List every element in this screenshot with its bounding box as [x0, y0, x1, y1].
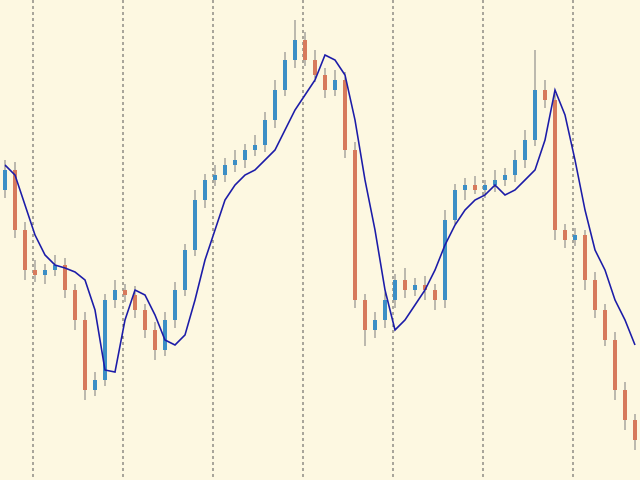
candle-body	[473, 185, 477, 190]
candle-body	[523, 140, 527, 160]
candle-body	[353, 150, 357, 300]
candle-body	[513, 160, 517, 175]
candle-body	[503, 175, 507, 180]
candle-body	[553, 100, 557, 230]
candle-body	[13, 170, 17, 230]
candle-body	[233, 160, 237, 165]
candle-body	[53, 265, 57, 270]
candle-body	[543, 90, 547, 100]
candle-body	[213, 175, 217, 180]
candle-body	[143, 310, 147, 330]
candle-body	[153, 330, 157, 350]
candle-body	[563, 230, 567, 240]
candle-body	[283, 60, 287, 90]
candle-body	[293, 40, 297, 60]
candle-body	[223, 165, 227, 175]
candle-body	[603, 310, 607, 340]
candle-body	[243, 150, 247, 160]
candle-body	[123, 290, 127, 295]
candle-body	[393, 280, 397, 300]
candle-body	[443, 220, 447, 300]
candle-body	[303, 40, 307, 60]
candle-body	[453, 190, 457, 220]
candle-body	[463, 185, 467, 190]
candle-body	[263, 120, 267, 145]
candle-body	[333, 80, 337, 90]
candle-body	[253, 145, 257, 150]
candle-body	[23, 230, 27, 270]
candle-body	[133, 295, 137, 310]
moving-average-line	[4, 53, 636, 373]
candle-body	[343, 80, 347, 150]
candle-body	[413, 285, 417, 290]
candle-body	[493, 180, 497, 185]
candle-body	[163, 320, 167, 350]
candle-body	[33, 270, 37, 275]
candle-body	[43, 270, 47, 275]
candle-body	[73, 290, 77, 320]
candle-body	[323, 75, 327, 90]
candle-body	[573, 235, 577, 240]
candle-body	[173, 290, 177, 320]
candle-body	[193, 200, 197, 250]
candle-body	[613, 340, 617, 390]
candle-body	[113, 290, 117, 300]
candle-body	[103, 300, 107, 380]
candle-body	[433, 290, 437, 300]
separators	[32, 0, 574, 480]
candle-body	[203, 180, 207, 200]
candle-body	[383, 300, 387, 320]
candle-body	[93, 380, 97, 390]
candle-body	[83, 320, 87, 390]
candle-body	[183, 250, 187, 290]
candle-body	[373, 320, 377, 330]
candle-body	[593, 280, 597, 310]
candle-body	[423, 285, 427, 290]
candle-body	[273, 90, 277, 120]
candle-body	[403, 280, 407, 290]
candle-body	[313, 60, 317, 75]
candle-body	[623, 390, 627, 420]
candle-body	[363, 300, 367, 330]
candle-body	[483, 185, 487, 190]
candle-body	[633, 420, 637, 440]
candle-body	[3, 170, 7, 190]
candle-body	[533, 90, 537, 140]
candle-body	[63, 265, 67, 290]
candle-body	[583, 235, 587, 280]
